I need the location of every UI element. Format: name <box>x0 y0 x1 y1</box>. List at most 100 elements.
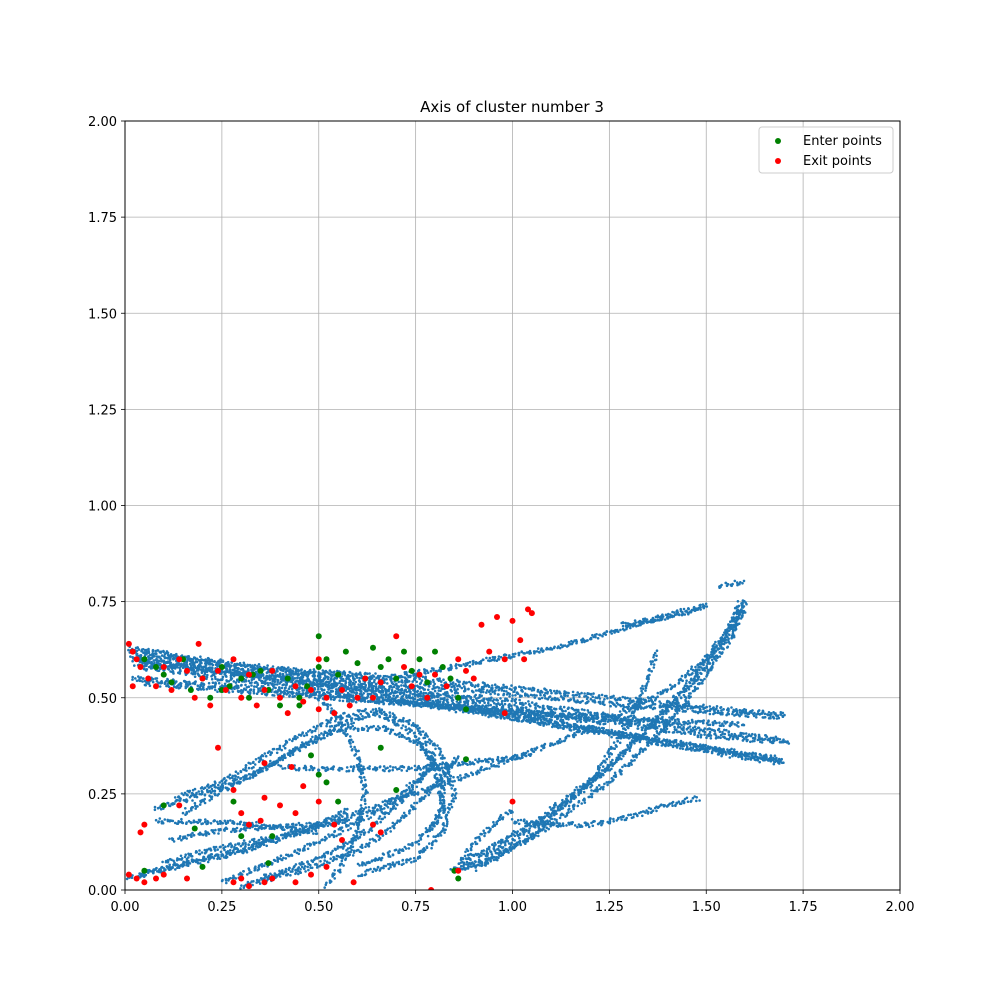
trajectory-point <box>160 681 164 684</box>
trajectory-point <box>553 689 556 693</box>
trajectory-point <box>443 696 446 700</box>
trajectory-point <box>223 682 227 686</box>
trajectory-point <box>653 702 657 706</box>
trajectory-point <box>377 697 381 701</box>
trajectory-point <box>166 678 170 682</box>
trajectory-point <box>489 708 493 711</box>
trajectory-point <box>450 685 454 689</box>
trajectory-point <box>584 720 587 723</box>
trajectory-point <box>653 706 657 710</box>
trajectory-point <box>709 734 713 737</box>
trajectory-point <box>127 648 130 652</box>
trajectory-point <box>450 690 454 693</box>
trajectory-point <box>239 668 243 671</box>
trajectory-point <box>688 704 691 707</box>
trajectory-point <box>189 662 192 666</box>
trajectory-point <box>320 688 324 691</box>
trajectory-point <box>343 671 347 675</box>
trajectory-point <box>392 703 396 706</box>
trajectory-point <box>587 711 590 714</box>
trajectory-point <box>361 699 364 702</box>
trajectory-point <box>166 651 170 655</box>
chart-title: Axis of cluster number 3 <box>420 98 604 116</box>
trajectory-point <box>766 713 769 716</box>
trajectory-point <box>604 712 607 716</box>
trajectory-point <box>638 723 641 726</box>
trajectory-point <box>544 691 547 695</box>
trajectory-point <box>550 691 553 695</box>
trajectory-point <box>431 702 435 706</box>
trajectory-point <box>202 688 205 691</box>
trajectory-point <box>341 684 345 687</box>
trajectory-point <box>351 682 355 686</box>
trajectory-point <box>393 673 397 677</box>
trajectory-point <box>750 754 754 757</box>
trajectory-point <box>474 697 478 700</box>
trajectory-point <box>510 684 513 687</box>
trajectory-point <box>779 759 782 763</box>
trajectory-point <box>240 683 243 687</box>
trajectory-point <box>205 677 208 681</box>
trajectory-point <box>207 681 211 685</box>
trajectory-point <box>659 702 663 705</box>
trajectory-point <box>688 721 692 725</box>
trajectory-point <box>323 674 327 677</box>
trajectory-point <box>783 713 786 717</box>
trajectory-point <box>432 684 435 688</box>
trajectory-point <box>172 658 175 661</box>
trajectory-point <box>331 673 334 677</box>
trajectory-point <box>313 696 317 700</box>
trajectory-point <box>496 693 500 696</box>
trajectory-point <box>542 704 545 708</box>
trajectory-point <box>774 760 777 763</box>
trajectory-point <box>195 669 199 672</box>
trajectory-point <box>275 683 279 686</box>
trajectory-point <box>305 689 309 692</box>
trajectory-point <box>557 698 561 702</box>
trajectory-point <box>385 678 388 681</box>
trajectory-point <box>760 712 764 715</box>
trajectory-point <box>546 697 550 701</box>
trajectory-point <box>688 741 692 745</box>
trajectory-point <box>278 675 281 678</box>
trajectory-point <box>720 748 723 751</box>
trajectory-point <box>278 682 281 685</box>
trajectory-point <box>690 718 694 722</box>
trajectory-point <box>131 659 134 663</box>
trajectory-point <box>171 669 175 673</box>
trajectory-point <box>483 701 486 704</box>
trajectory-point <box>169 670 172 673</box>
trajectory-point <box>282 679 286 682</box>
trajectory-point <box>377 702 381 705</box>
trajectory-point <box>291 692 294 696</box>
trajectory-point <box>519 709 523 712</box>
trajectory-point <box>597 694 601 698</box>
trajectory-point <box>349 687 352 690</box>
trajectory-point <box>242 664 245 667</box>
trajectory-point <box>699 728 703 731</box>
trajectory-point <box>468 664 472 668</box>
trajectory-point <box>363 672 367 676</box>
trajectory-point <box>301 679 305 682</box>
trajectory-point <box>437 704 441 708</box>
trajectory-point <box>472 698 475 702</box>
trajectory-point <box>504 699 507 702</box>
trajectory-point <box>319 685 322 688</box>
trajectory-point <box>533 718 537 722</box>
trajectory-point <box>280 668 283 671</box>
trajectory-point <box>439 689 442 692</box>
trajectory-point <box>368 672 371 675</box>
trajectory-point <box>502 683 505 687</box>
trajectory-point <box>157 681 161 685</box>
trajectory-point <box>196 684 200 687</box>
trajectory-point <box>395 687 398 690</box>
trajectory-point <box>430 694 434 697</box>
trajectory-point <box>721 730 724 734</box>
trajectory-point <box>574 693 578 697</box>
trajectory-point <box>205 663 208 666</box>
trajectory-point <box>269 681 272 685</box>
trajectory-point <box>533 650 537 653</box>
trajectory-point <box>603 731 607 735</box>
trajectory-point <box>483 683 487 686</box>
trajectory-point <box>584 702 588 705</box>
